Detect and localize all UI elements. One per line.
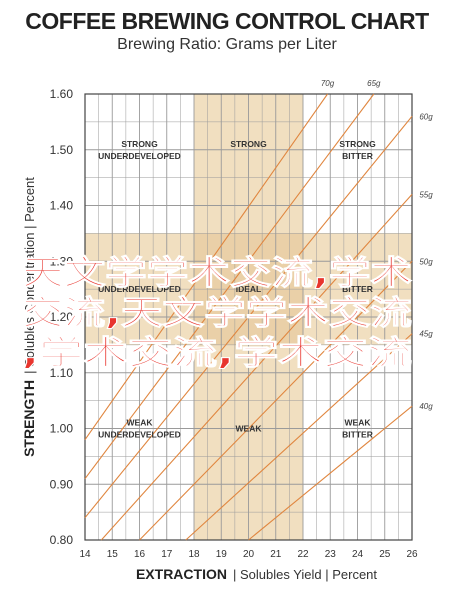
x-tick-label: 24 (352, 549, 364, 560)
zone-label: UNDERDEVELOPED (98, 430, 181, 440)
x-tick-label: 26 (406, 549, 418, 560)
ratio-label-40g: 40g (419, 402, 433, 411)
ratio-line-60g (84, 115, 413, 519)
ratio-label-70g: 70g (321, 79, 335, 88)
y-tick-label: 1.30 (50, 254, 74, 268)
ratio-line-55g (100, 193, 413, 541)
y-axis-title: STRENGTH | Solubles Concentration | Perce… (21, 177, 37, 457)
x-tick-label: 22 (297, 549, 309, 560)
zone-label: BITTER (342, 284, 373, 294)
x-tick-label: 18 (188, 549, 200, 560)
y-tick-label: 1.50 (50, 143, 74, 157)
chart-title: COFFEE BREWING CONTROL CHART (25, 8, 429, 34)
x-axis-title-strong: EXTRACTION (136, 566, 227, 582)
x-axis-title-rest: | Solubles Yield | Percent (233, 567, 377, 582)
y-tick-label: 0.90 (50, 477, 74, 491)
overlay-text-line: ,学术交流,学术交流 (22, 333, 412, 372)
ratio-line-45g (185, 333, 413, 541)
y-axis-title-rest: | Solubles Concentration | Percent (22, 177, 37, 374)
y-tick-label: 1.40 (50, 199, 74, 213)
x-axis-title: EXTRACTION | Solubles Yield | Percent (136, 566, 377, 582)
x-tick-label: 20 (243, 549, 255, 560)
x-tick-label: 15 (107, 549, 119, 560)
ratio-label-50g: 50g (419, 257, 433, 266)
zone-label: BITTER (342, 151, 373, 161)
overlay-text-line: 交流,天文学学术交流 (22, 293, 412, 332)
y-tick-label: 1.60 (50, 87, 74, 101)
watermark-overlay: 天文学学术交流,学术交流,天文学学术交流,学术交流,学术交流 (22, 253, 413, 373)
zone-label: UNDERDEVELOPED (98, 151, 181, 161)
x-tick-label: 19 (216, 549, 228, 560)
y-tick-label: 1.20 (50, 310, 74, 324)
x-tick-label: 23 (325, 549, 337, 560)
ratio-label-45g: 45g (419, 330, 433, 339)
y-axis-title-strong: STRENGTH (21, 380, 37, 457)
ratio-label-55g: 55g (419, 190, 433, 199)
ratio-label-65g: 65g (367, 79, 381, 88)
y-tick-label: 1.10 (50, 366, 74, 380)
zone-label: STRONG (121, 139, 158, 149)
zone-label: STRONG (230, 139, 267, 149)
y-tick-label: 1.00 (50, 422, 74, 436)
x-tick-label: 16 (134, 549, 146, 560)
x-tick-label: 25 (379, 549, 391, 560)
ratio-line-50g (139, 260, 413, 541)
zone-label: STRONG (339, 139, 376, 149)
x-tick-label: 21 (270, 549, 282, 560)
zone-label: UNDERDEVELOPED (98, 284, 181, 294)
zone-label: WEAK (236, 424, 263, 434)
ratio-label-60g: 60g (419, 112, 433, 121)
x-tick-label: 17 (161, 549, 173, 560)
zone-label: WEAK (127, 418, 154, 428)
zone-labels: STRONG UNDERDEVELOPED STRONG STRONG BITTER UN… (98, 139, 376, 440)
x-tick-label: 14 (79, 549, 91, 560)
chart-subtitle: Brewing Ratio: Grams per Liter (117, 36, 337, 53)
overlay-text-line: 天文学学术交流,学术 (22, 253, 412, 292)
axis-titles: EXTRACTION | Solubles Yield | Percent STRE… (21, 177, 377, 582)
zone-label: WEAK (345, 418, 372, 428)
ratio-line-65g (84, 93, 375, 480)
series-layer: 70g 65g 60g 55g 50g 45g 40g (84, 79, 433, 541)
zone-label: IDEAL (236, 284, 262, 294)
ratio-line-70g (84, 93, 328, 440)
tick-labels: 0.80 0.90 1.00 1.10 1.20 1.30 1.40 1.50 1.60 14 15… (50, 87, 418, 560)
ratio-line-40g (248, 405, 413, 541)
zone-label: BITTER (342, 430, 373, 440)
y-tick-label: 0.80 (50, 533, 74, 547)
